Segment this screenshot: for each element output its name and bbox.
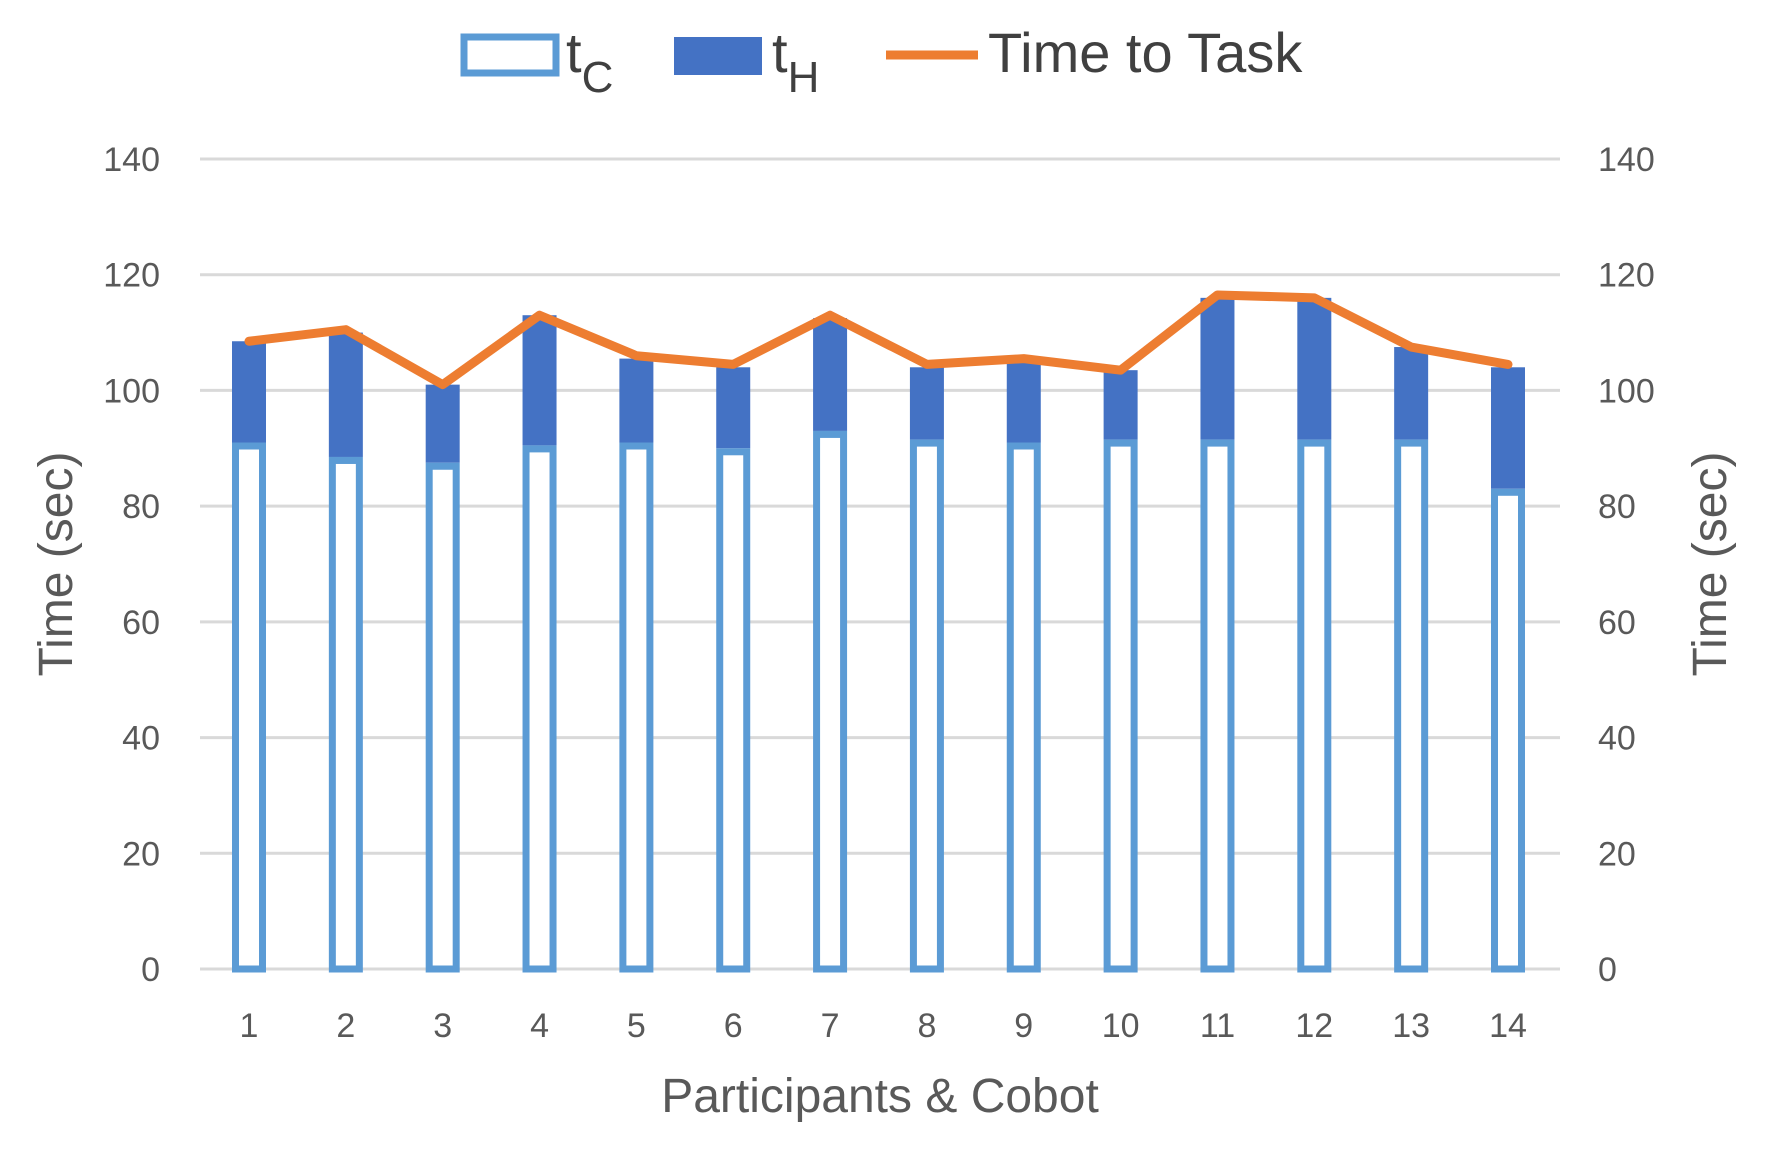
bar-th <box>232 341 266 443</box>
legend-label-th: tH <box>772 21 819 102</box>
x-tick-label: 13 <box>1392 1007 1430 1045</box>
y-axis-title-left: Time (sec) <box>30 452 83 677</box>
x-axis-ticks: 1 2 3 4 5 6 7 8 9 10 11 12 13 14 <box>240 1007 1527 1045</box>
y-axis-left-ticks: 0 20 40 60 80 100 120 140 <box>103 141 160 989</box>
x-tick-label: 7 <box>821 1007 840 1045</box>
y-tick-label-left: 120 <box>103 257 160 295</box>
legend-label-th-sub: H <box>788 53 820 102</box>
bar-th <box>716 367 751 449</box>
legend-swatch-th <box>674 37 762 75</box>
y-tick-label-right: 20 <box>1598 835 1636 873</box>
bar-th <box>619 358 654 443</box>
bar-tc <box>813 430 848 973</box>
x-tick-label: 5 <box>627 1007 646 1045</box>
y-tick-label-right: 0 <box>1598 951 1617 989</box>
bar-th <box>1006 358 1041 443</box>
bar-th <box>909 367 944 440</box>
x-tick-label: 9 <box>1014 1007 1033 1045</box>
bar-th <box>1491 367 1525 489</box>
bar-tc <box>1103 439 1138 973</box>
bar-tc <box>1491 488 1525 973</box>
y-tick-label-left: 100 <box>103 372 160 410</box>
x-tick-label: 1 <box>240 1007 259 1045</box>
y-tick-label-left: 0 <box>141 951 160 989</box>
bar-tc <box>1006 442 1041 973</box>
x-tick-label: 6 <box>724 1007 743 1045</box>
x-tick-label: 11 <box>1200 1007 1235 1045</box>
bar-th <box>1103 370 1138 440</box>
bar-tc <box>1200 439 1235 973</box>
x-tick-label: 14 <box>1489 1007 1527 1045</box>
y-tick-label-right: 80 <box>1598 488 1636 526</box>
y-tick-label-left: 40 <box>122 720 160 758</box>
legend-label-th-main: t <box>772 21 788 84</box>
bar-th <box>1297 297 1332 440</box>
y-tick-label-right: 120 <box>1598 257 1655 295</box>
legend-label-tc: tC <box>566 21 613 102</box>
bar-tc <box>232 442 266 973</box>
x-axis-title: Participants & Cobot <box>661 1070 1099 1123</box>
bar-th <box>1200 297 1235 440</box>
bar-tc <box>522 445 557 973</box>
bar-tc <box>425 462 460 973</box>
bar-tc <box>1297 439 1332 973</box>
time-to-task-line <box>244 290 1513 390</box>
bar-th <box>813 318 848 431</box>
legend: tC tH Time to Task <box>460 21 1303 102</box>
y-tick-label-left: 20 <box>122 835 160 873</box>
legend-label-tc-main: t <box>566 21 582 84</box>
time-to-task-line-group <box>244 290 1513 390</box>
bar-th <box>425 384 460 463</box>
legend-swatch-tc <box>460 33 560 77</box>
y-axis-title-right: Time (sec) <box>1684 452 1737 677</box>
bars <box>232 297 1525 973</box>
y-tick-label-right: 100 <box>1598 372 1655 410</box>
y-tick-label-left: 140 <box>103 141 160 179</box>
y-tick-label-right: 60 <box>1598 604 1636 642</box>
x-tick-label: 4 <box>530 1007 549 1045</box>
y-tick-label-left: 60 <box>122 604 160 642</box>
x-tick-label: 12 <box>1295 1007 1333 1045</box>
legend-label-time-to-task: Time to Task <box>988 21 1303 84</box>
bar-th <box>328 332 363 457</box>
bar-tc <box>909 439 944 973</box>
bar-th <box>522 315 557 446</box>
y-axis-right-ticks: 0 20 40 60 80 100 120 140 <box>1598 141 1655 989</box>
y-tick-label-right: 140 <box>1598 141 1655 179</box>
legend-label-tc-sub: C <box>582 53 614 102</box>
x-tick-label: 10 <box>1102 1007 1140 1045</box>
y-tick-label-left: 80 <box>122 488 160 526</box>
gridlines <box>200 157 1560 971</box>
y-tick-label-right: 40 <box>1598 720 1636 758</box>
bar-tc <box>1394 439 1429 973</box>
x-tick-label: 2 <box>336 1007 355 1045</box>
bar-tc <box>328 456 363 973</box>
x-tick-label: 8 <box>917 1007 936 1045</box>
bar-tc <box>619 442 654 973</box>
bar-th <box>1394 347 1429 440</box>
bar-tc <box>716 448 751 973</box>
x-tick-label: 3 <box>433 1007 452 1045</box>
